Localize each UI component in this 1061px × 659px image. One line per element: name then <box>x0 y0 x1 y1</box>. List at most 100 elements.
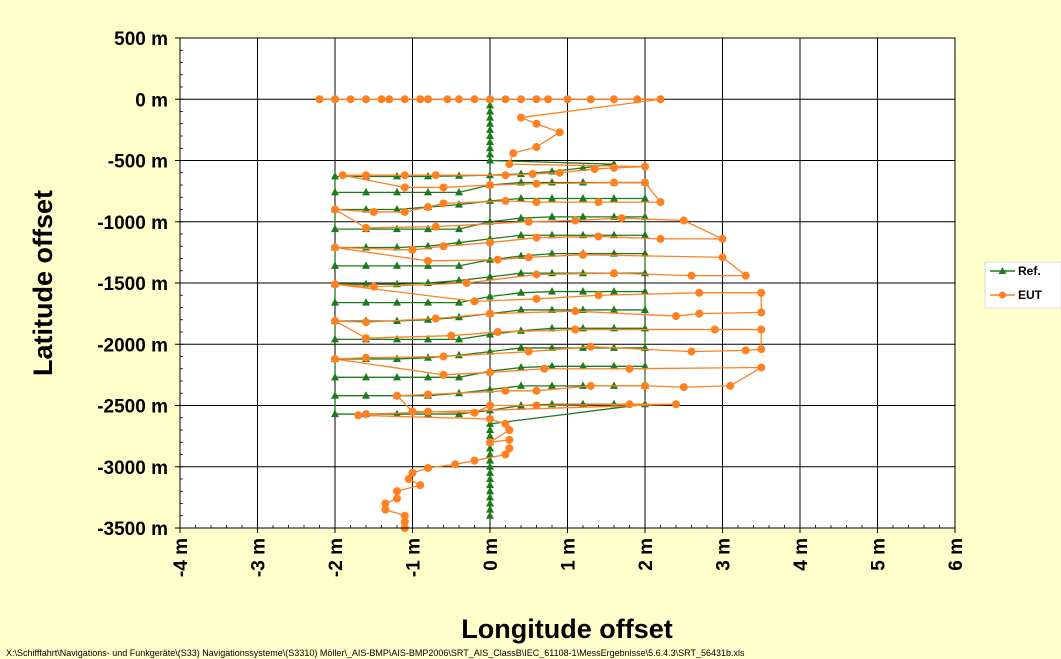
data-point <box>548 323 556 332</box>
data-point <box>641 162 649 171</box>
data-point <box>610 163 618 172</box>
data-point <box>331 171 339 180</box>
data-point <box>408 407 417 416</box>
data-point <box>362 391 370 399</box>
data-point <box>455 187 463 196</box>
data-point <box>393 354 401 362</box>
footer-file-path: X:\Schifffahrt\Navigations- und Funkgerä… <box>6 648 745 658</box>
data-point <box>532 386 541 395</box>
y-tick-label: -1000 m <box>97 213 168 234</box>
data-point <box>710 325 719 334</box>
data-point <box>486 156 494 164</box>
data-point <box>505 426 514 434</box>
data-point <box>594 232 603 241</box>
data-point <box>424 298 432 306</box>
data-point <box>610 343 618 351</box>
data-point <box>741 271 750 280</box>
data-point <box>486 419 494 427</box>
data-point <box>548 305 556 313</box>
data-point <box>625 364 634 373</box>
data-point <box>424 95 432 104</box>
data-point <box>517 305 525 313</box>
data-point <box>400 517 409 526</box>
data-point <box>571 307 580 316</box>
data-point <box>331 334 339 343</box>
data-point <box>718 253 727 262</box>
legend-box <box>984 261 1061 309</box>
data-point <box>362 298 370 306</box>
data-point <box>610 381 618 389</box>
data-point <box>455 409 463 418</box>
data-point <box>501 171 510 180</box>
legend-eut-marker <box>999 291 1006 299</box>
y-axis-title: Latitude offset <box>28 190 58 376</box>
data-point <box>486 462 494 470</box>
data-point <box>362 279 370 288</box>
data-point <box>486 137 494 146</box>
data-point <box>416 481 425 490</box>
data-point <box>470 408 479 417</box>
data-point <box>400 207 409 216</box>
data-point <box>393 242 401 251</box>
data-point <box>416 95 425 104</box>
data-point <box>486 255 494 263</box>
data-point <box>424 407 432 416</box>
data-point <box>641 381 649 390</box>
legend-item-ref: Ref. <box>990 264 1041 278</box>
data-point <box>455 238 463 246</box>
data-point <box>486 217 494 225</box>
legend-item-eut: EUT <box>990 288 1043 302</box>
data-point <box>641 193 649 202</box>
data-point <box>641 287 649 295</box>
data-point <box>470 297 479 306</box>
x-tick-label: 0 m <box>481 538 502 571</box>
data-point <box>455 372 463 381</box>
data-point <box>362 95 370 104</box>
x-tick-label: 5 m <box>869 538 890 571</box>
data-point <box>331 391 339 399</box>
data-point <box>331 261 339 269</box>
data-point <box>393 187 401 196</box>
data-point <box>431 314 440 323</box>
data-point <box>610 399 618 408</box>
data-point <box>381 505 390 514</box>
data-point <box>641 178 649 187</box>
data-point <box>641 230 649 239</box>
data-point <box>486 505 494 513</box>
data-point <box>501 95 510 104</box>
data-point <box>656 234 665 243</box>
data-point <box>718 234 727 243</box>
data-point <box>586 342 595 351</box>
data-point <box>400 171 409 180</box>
data-point <box>610 287 618 295</box>
data-point <box>439 352 448 361</box>
x-tick-label: 3 m <box>714 538 735 571</box>
legend-eut-label: EUT <box>1018 288 1043 302</box>
data-point <box>455 298 463 306</box>
data-point <box>501 450 510 459</box>
data-point <box>486 456 494 464</box>
data-point <box>362 261 370 269</box>
data-point <box>517 230 525 239</box>
data-point <box>331 95 339 104</box>
data-point <box>455 224 463 233</box>
data-point <box>594 291 603 300</box>
data-point <box>505 444 514 453</box>
data-point <box>610 361 618 370</box>
data-point <box>424 187 432 196</box>
data-point <box>501 386 510 395</box>
data-point <box>579 212 587 220</box>
data-point <box>369 282 378 291</box>
data-point <box>486 131 494 139</box>
x-tick-label: 2 m <box>636 538 657 571</box>
data-point <box>757 363 766 372</box>
series-layer <box>315 94 766 532</box>
data-point <box>548 287 556 295</box>
data-point <box>505 435 514 444</box>
data-point <box>393 205 401 213</box>
data-point <box>486 113 494 121</box>
data-point <box>331 316 339 325</box>
data-point <box>362 410 370 419</box>
data-point <box>393 372 401 381</box>
data-point <box>331 298 339 306</box>
